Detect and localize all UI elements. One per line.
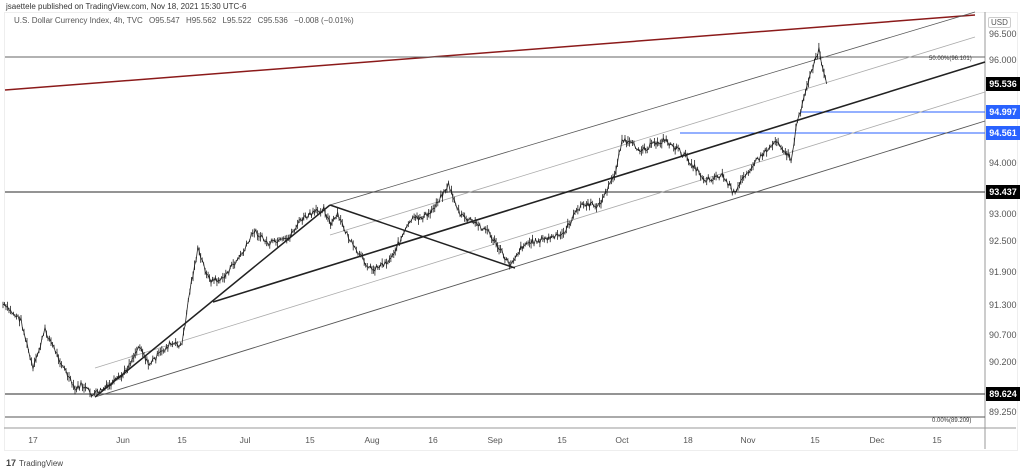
x-tick: Oct [615,435,629,445]
y-tick: 96.000 [989,55,1017,65]
y-tick: 90.700 [989,330,1017,340]
x-tick: 18 [683,435,693,445]
pitchfork-lower [94,120,986,398]
last-price-label: 95.536 [986,77,1020,91]
published-by: jsaettele published on TradingView.com, … [6,2,247,11]
level-label: 93.437 [986,185,1020,199]
ohlc-low: L95.522 [222,16,252,25]
x-tick: 17 [28,435,38,445]
x-tick: 15 [557,435,567,445]
ohlc-high: H95.562 [185,16,217,25]
x-tick: 15 [177,435,187,445]
symbol-legend: U.S. Dollar Currency Index, 4h, TVC O95.… [14,16,358,25]
y-tick: 90.200 [989,357,1017,367]
fib-50-label: 50.00%(96.101) [929,56,972,62]
y-tick: 94.000 [989,158,1017,168]
y-tick: 96.500 [989,29,1017,39]
pitchfork-upper [329,11,976,206]
x-tick: Jul [239,435,251,445]
blue-level-label: 94.997 [986,105,1020,119]
x-tick: 16 [428,435,438,445]
y-tick: 92.500 [989,236,1017,246]
ohlc-close: C95.536 [257,16,288,25]
pitchfork-quarter-upper [329,36,976,236]
tradingview-logo[interactable]: 17 TradingView [6,458,63,468]
pitchfork-quarter-lower [94,91,986,369]
y-tick: 91.300 [989,300,1017,310]
red-trendline [4,14,976,91]
y-tick: 91.900 [989,267,1017,277]
ohlc-change: −0.008 (−0.01%) [294,16,354,25]
x-tick: Sep [487,435,503,445]
x-tick: Jun [116,435,130,445]
fib-0-label: 0.00%(89.209) [932,418,972,424]
y-tick: 93.000 [989,209,1017,219]
logo-mark: 17 [6,458,17,468]
blue-level-label: 94.561 [986,126,1020,140]
y-tick: 89.250 [989,407,1017,417]
ohlc-open: O95.547 [149,16,180,25]
x-tick: 15 [305,435,315,445]
x-tick: Nov [740,435,756,445]
price-line [2,47,828,397]
level-label: 89.624 [986,387,1020,401]
x-tick: 15 [932,435,942,445]
price-series [2,42,828,398]
currency-label[interactable]: USD [988,17,1011,28]
symbol-title: U.S. Dollar Currency Index, 4h, TVC [14,16,143,25]
pitchfork-median [212,61,986,303]
x-tick: Aug [364,435,380,445]
x-tick: 15 [810,435,820,445]
brand-name: TradingView [19,459,64,468]
pitchfork-handle-ab [94,204,331,398]
chart-frame [4,12,1018,451]
x-tick: Dec [869,435,885,445]
pitchfork-handle-bc [329,204,516,269]
